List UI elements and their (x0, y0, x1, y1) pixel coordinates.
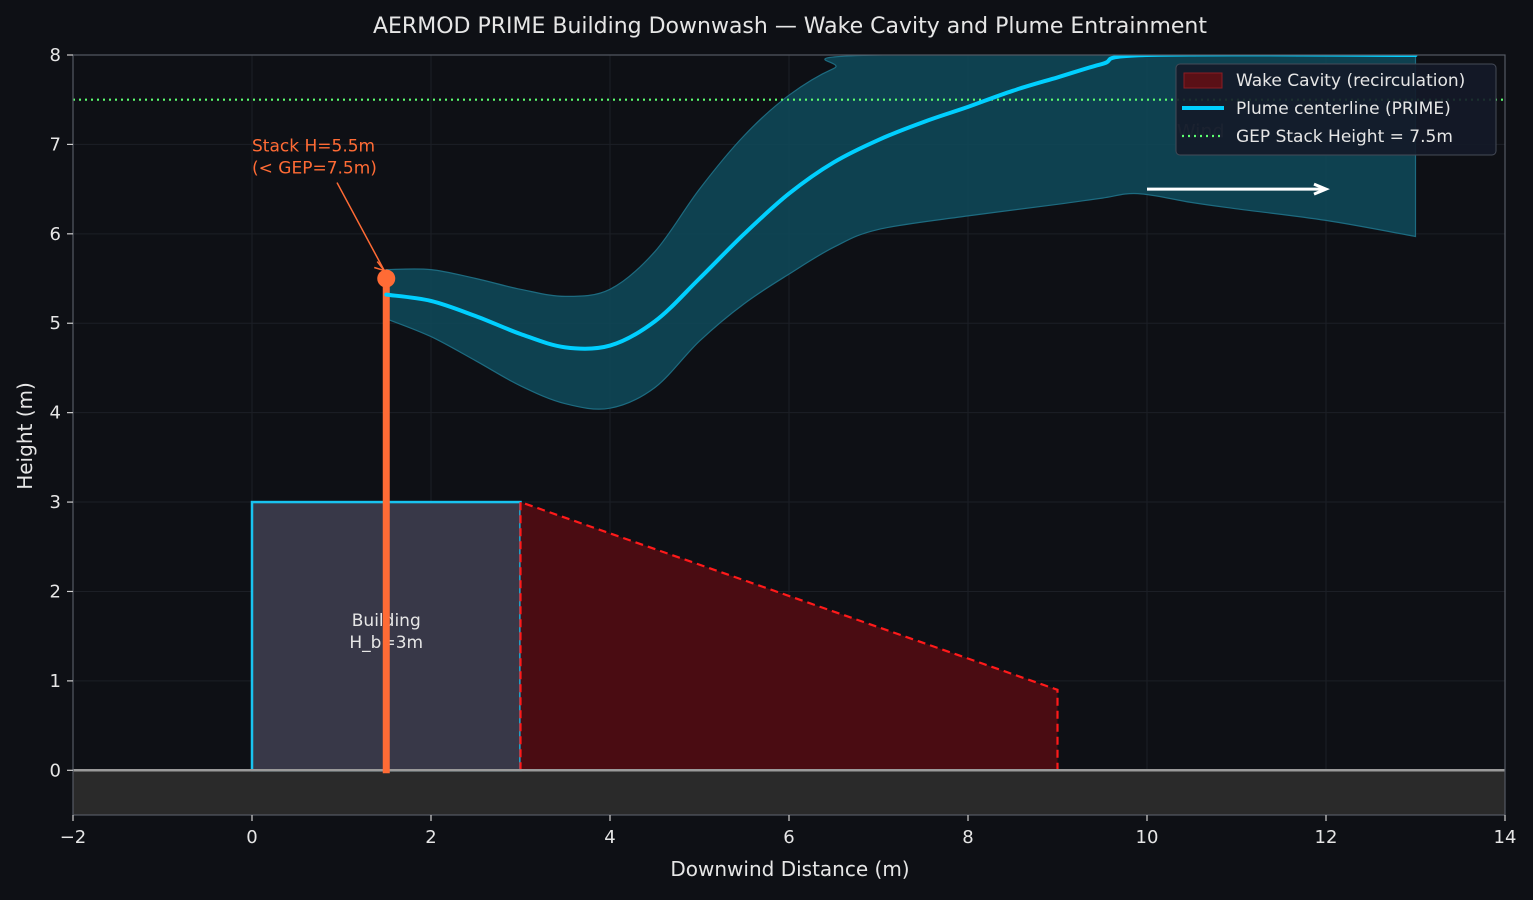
plot-layers: BuildingH_b=3mWindStack H=5.5m(< GEP=7.5… (73, 55, 1505, 815)
legend-swatch-0 (1183, 72, 1223, 89)
wind-arrow-head (1313, 182, 1330, 196)
y-tick-label-8: 8 (50, 45, 61, 66)
stack-top-marker (377, 269, 396, 288)
y-tick-label-7: 7 (50, 134, 61, 155)
y-tick-label-4: 4 (50, 403, 61, 424)
chart-title: AERMOD PRIME Building Downwash — Wake Ca… (373, 14, 1207, 39)
plume-centerline (384, 55, 1418, 351)
stack-annotation-arrow (336, 182, 385, 271)
x-axis-label: Downwind Distance (m) (670, 857, 909, 881)
x-tick-label-8: 14 (1494, 827, 1517, 848)
x-tick-label-1: 0 (246, 827, 257, 848)
legend: Wake Cavity (recirculation) Plume centerl… (1175, 63, 1497, 156)
ground-fill (73, 770, 1505, 815)
x-tick-label-0: −2 (60, 827, 87, 848)
y-axis-label: Height (m) (13, 382, 37, 490)
plot-content: BuildingH_b=3mWindStack H=5.5m(< GEP=7.5… (73, 55, 1505, 815)
x-tick-label-2: 2 (425, 827, 436, 848)
y-tick-label-0: 0 (50, 760, 61, 781)
legend-label-1: Plume centerline (PRIME) (1236, 99, 1451, 119)
x-tick-label-6: 10 (1136, 827, 1159, 848)
y-tick-label-1: 1 (50, 671, 61, 692)
plume-spread-band (385, 55, 1417, 410)
legend-box (1175, 63, 1497, 156)
y-tick-label-3: 3 (50, 492, 61, 513)
legend-label-2: GEP Stack Height = 7.5m (1236, 127, 1453, 147)
stack-annotation-arrow-head (374, 261, 387, 272)
stack-annotation-line-2: (< GEP=7.5m) (252, 159, 377, 179)
y-tick-label-6: 6 (50, 224, 61, 245)
legend-label-0: Wake Cavity (recirculation) (1236, 71, 1465, 91)
x-tick-label-5: 8 (962, 827, 973, 848)
x-tick-label-3: 4 (604, 827, 615, 848)
y-tick-label-2: 2 (50, 581, 61, 602)
stack-annotation-line-1: Stack H=5.5m (252, 137, 375, 157)
y-tick-label-5: 5 (50, 313, 61, 334)
x-tick-label-7: 12 (1315, 827, 1338, 848)
x-tick-label-4: 6 (783, 827, 794, 848)
